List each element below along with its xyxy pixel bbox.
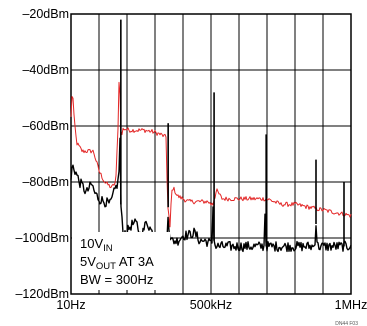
y-tick-label: –20dBm: [22, 7, 69, 21]
annotation-line-3: BW = 300Hz: [80, 272, 153, 287]
annotation-line-2: 5VOUT AT 3A: [80, 254, 154, 272]
x-tick-label: 10Hz: [56, 298, 85, 312]
x-tick-label: 500kHz: [190, 298, 232, 312]
series-line-2: [70, 137, 352, 253]
y-tick-label: –60dBm: [22, 119, 69, 133]
y-tick-label: –120dBm: [15, 287, 69, 301]
y-tick-label: –80dBm: [22, 175, 69, 189]
y-tick-label: –100dBm: [15, 231, 69, 245]
x-tick-label: 1MHz: [335, 298, 367, 312]
series-group: [70, 19, 352, 253]
y-tick-label: –40dBm: [22, 63, 69, 77]
y-tick-labels: –20dBm –40dBm –60dBm –80dBm –100dBm –120dBm: [15, 7, 69, 301]
annotation-box: [72, 232, 170, 290]
figure-id: DN44 F03: [335, 321, 358, 326]
x-tick-labels: 10Hz 500kHz 1MHz: [56, 298, 367, 312]
annotation-line-1: 10VIN: [80, 236, 113, 254]
plot-frame: [70, 13, 352, 295]
series-line-1: [70, 81, 352, 228]
